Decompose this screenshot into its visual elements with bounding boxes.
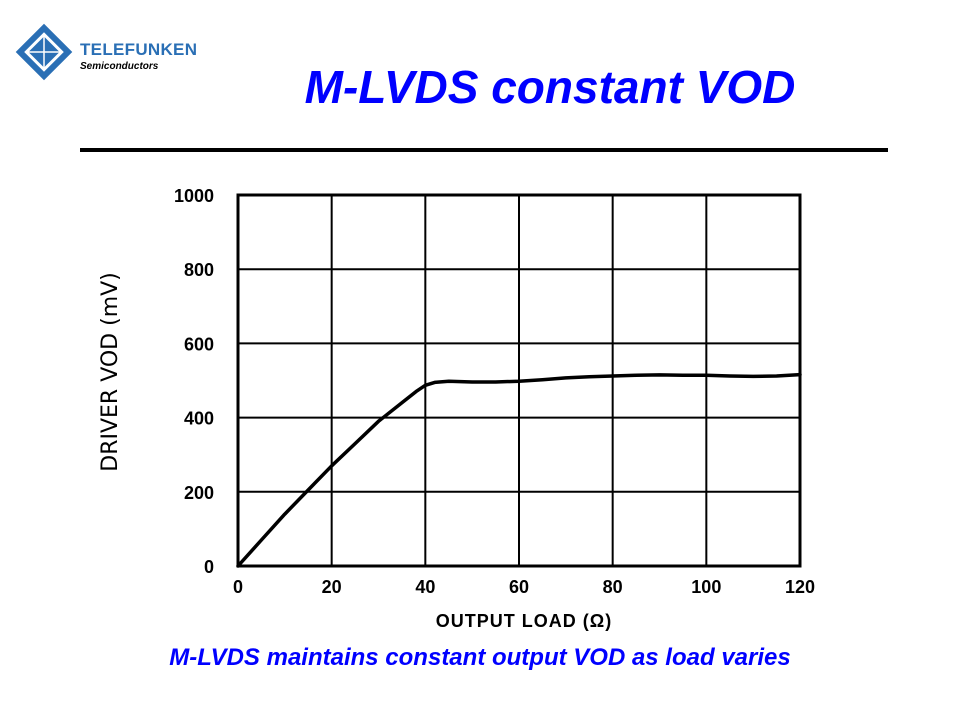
y-tick-label: 600 — [184, 334, 214, 354]
y-axis-title: DRIVER VOD (mV) — [98, 272, 123, 472]
plot-frame — [236, 193, 802, 568]
series-line — [236, 372, 802, 568]
x-tick-label: 120 — [785, 577, 815, 597]
x-tick-label: 100 — [691, 577, 721, 597]
logo-subtitle: Semiconductors — [80, 61, 159, 72]
x-tick-label: 0 — [233, 577, 243, 597]
telefunken-logo: TELEFUNKEN Semiconductors — [14, 22, 214, 82]
y-tick-label: 0 — [204, 557, 214, 577]
x-tick-label: 40 — [415, 577, 435, 597]
y-tick-label: 200 — [184, 483, 214, 503]
x-tick-labels: 0 20 40 60 80 100 120 — [233, 577, 815, 597]
x-tick-label: 60 — [509, 577, 529, 597]
y-tick-labels: 0 200 400 600 800 1000 — [174, 186, 214, 577]
slide-caption: M-LVDS maintains constant output VOD as … — [169, 644, 791, 671]
x-tick-label: 20 — [322, 577, 342, 597]
page-title: M-LVDS constant VOD — [304, 61, 796, 113]
title-divider — [80, 148, 888, 152]
y-tick-label: 800 — [184, 260, 214, 280]
x-axis-title: OUTPUT LOAD (Ω) — [436, 611, 612, 631]
logo-brand: TELEFUNKEN — [80, 40, 198, 59]
y-tick-label: 400 — [184, 409, 214, 429]
telefunken-emblem-icon — [15, 23, 73, 81]
y-tick-label: 1000 — [174, 186, 214, 206]
x-tick-label: 80 — [603, 577, 623, 597]
